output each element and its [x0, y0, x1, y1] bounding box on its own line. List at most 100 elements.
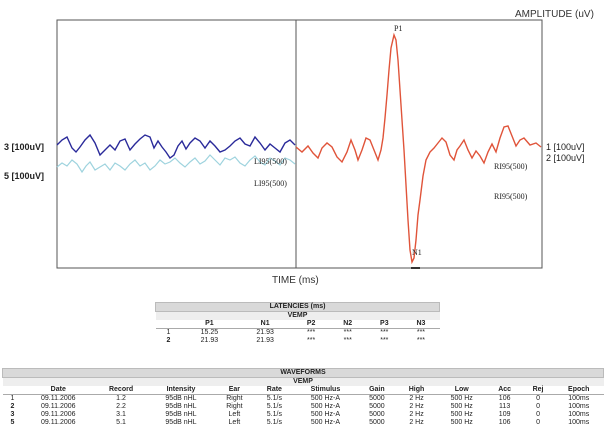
cell-n2: *** [343, 329, 352, 336]
row-id: 1 [166, 329, 171, 336]
cell-p1: 15.25 [200, 329, 219, 336]
cell-n3: *** [416, 329, 426, 336]
table-row: 2 09.11.2006 2.2 95dB nHL Right 5.1/s 50… [3, 403, 604, 411]
row-id: 3 [10, 411, 15, 418]
col-header-intensity: Intensity [148, 386, 214, 395]
channel-label-5: 5 [100uV] [4, 171, 45, 181]
waveforms-subtitle: VEMP [2, 377, 604, 386]
cell-rej: 0 [536, 411, 541, 418]
cell-gain: 5000 [369, 395, 385, 402]
waveforms-title: WAVEFORMS [2, 368, 604, 378]
cell-ear: Left [228, 419, 241, 426]
col-header-date: Date [22, 386, 95, 395]
col-header-rej: Rej [522, 386, 554, 395]
cell-rate: 5.1/s [266, 403, 282, 410]
cell-acc: 113 [499, 403, 511, 410]
col-header [2, 386, 23, 395]
cell-record: 3.1 [116, 411, 126, 418]
cell-stimulus: 500 Hz-A [310, 419, 341, 426]
cell-epoch: 100ms [568, 419, 590, 426]
trace-label-ri95-2: RI95(500) [494, 192, 528, 201]
cell-ear: Right [226, 395, 243, 402]
col-header-high: High [396, 386, 437, 395]
peak-label-n1: N1 [412, 248, 422, 257]
trace-label-li95-2: LI95(500) [254, 179, 287, 188]
trace-label-ri95-1: RI95(500) [494, 162, 528, 171]
row-id: 2 [10, 403, 15, 410]
cell-p1: 21.93 [200, 337, 219, 344]
y-axis-title: AMPLITUDE (uV) [515, 9, 594, 20]
peak-label-p1: P1 [394, 24, 403, 33]
row-id: 2 [166, 337, 171, 344]
col-header-low: Low [436, 386, 488, 395]
cell-high: 2 Hz [409, 395, 424, 402]
trace-channel-1 [295, 32, 542, 265]
table-row: 3 09.11.2006 3.1 95dB nHL Left 5.1/s 500… [3, 411, 604, 419]
cell-stimulus: 500 Hz-A [310, 395, 341, 402]
waveform-plot [56, 19, 543, 269]
channel-label-1: 1 [100uV] [546, 142, 585, 152]
cell-date: 09.11.2006 [41, 419, 76, 426]
cell-epoch: 100ms [568, 411, 590, 418]
cell-date: 09.11.2006 [41, 403, 76, 410]
cell-n3: *** [416, 337, 426, 344]
cell-rate: 5.1/s [266, 395, 282, 402]
cell-n1: 21.93 [256, 337, 274, 344]
cell-record: 1.2 [116, 395, 126, 402]
cell-n2: *** [343, 337, 352, 344]
cell-acc: 109 [498, 411, 511, 418]
cell-rate: 5.1/s [266, 419, 282, 426]
col-header-rate: Rate [254, 386, 294, 395]
col-header-record: Record [94, 386, 149, 395]
cell-low: 500 Hz [450, 419, 473, 426]
col-header-epoch: Epoch [553, 386, 604, 395]
col-header-gain: Gain [357, 386, 397, 395]
cell-acc: 106 [498, 395, 511, 402]
latencies-header-row: P1 N1 P2 N2 P3 N3 [155, 320, 440, 329]
col-header-p2: P2 [293, 320, 330, 329]
trace-channel-5 [56, 154, 296, 174]
cell-record: 5.1 [116, 419, 126, 426]
cell-epoch: 100ms [568, 403, 590, 410]
cell-high: 2 Hz [409, 403, 424, 410]
cell-rej: 0 [536, 419, 541, 426]
cell-p3: *** [380, 329, 389, 336]
table-row: 2 21.93 21.93 *** *** *** *** [156, 337, 440, 345]
latencies-subtitle: VEMP [155, 311, 440, 320]
col-header-n1: N1 [237, 320, 294, 329]
cell-rej: 0 [536, 395, 541, 402]
plot-frame [56, 19, 543, 269]
cell-high: 2 Hz [409, 419, 424, 426]
cell-intensity: 95dB nHL [165, 411, 197, 418]
latencies-table: LATENCIES (ms) VEMP P1 N1 P2 N2 P3 N3 1 … [155, 302, 440, 345]
col-header [155, 320, 182, 329]
table-row: 5 09.11.2006 5.1 95dB nHL Left 5.1/s 500… [3, 419, 604, 427]
trace-channel-3 [56, 133, 296, 160]
cell-n1: 21.93 [256, 329, 274, 336]
cell-epoch: 100ms [568, 395, 590, 402]
cell-record: 2.2 [116, 403, 126, 410]
col-header-ear: Ear [213, 386, 255, 395]
cell-gain: 5000 [369, 411, 385, 418]
row-id: 1 [10, 395, 15, 402]
col-header-p3: P3 [366, 320, 403, 329]
col-header-acc: Acc [487, 386, 523, 395]
cell-p2: *** [307, 337, 316, 344]
cell-gain: 5000 [369, 419, 385, 426]
trace-label-li95-1: LI95(500) [254, 157, 287, 166]
cell-stimulus: 500 Hz-A [310, 403, 341, 410]
col-header-p1: P1 [181, 320, 238, 329]
cell-p2: *** [307, 329, 316, 336]
channel-label-2: 2 [100uV] [546, 153, 585, 163]
cell-gain: 5000 [369, 403, 385, 410]
cell-high: 2 Hz [409, 411, 424, 418]
cell-rate: 5.1/s [266, 411, 282, 418]
row-id: 5 [10, 419, 15, 426]
cell-stimulus: 500 Hz-A [310, 411, 341, 418]
cell-ear: Right [226, 403, 243, 410]
cell-intensity: 95dB nHL [165, 403, 197, 410]
cell-rej: 0 [536, 403, 541, 410]
col-header-n2: N2 [329, 320, 367, 329]
cell-low: 500 Hz [450, 411, 473, 418]
cell-low: 500 Hz [450, 403, 473, 410]
